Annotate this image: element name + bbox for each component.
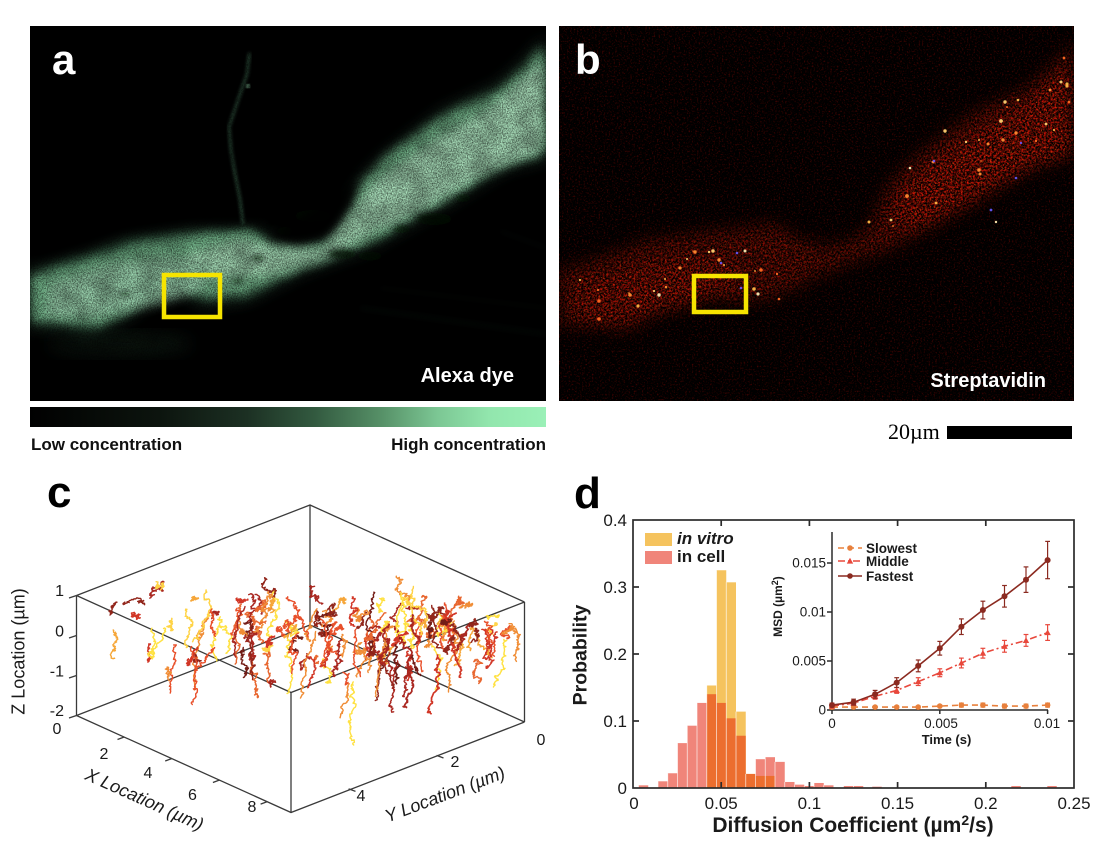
svg-text:0.25: 0.25 (1057, 794, 1090, 813)
svg-text:0.05: 0.05 (705, 794, 738, 813)
svg-text:in vitro: in vitro (677, 529, 734, 548)
svg-text:Z Location (µm): Z Location (µm) (9, 588, 29, 714)
svg-text:0.005: 0.005 (924, 716, 958, 731)
svg-text:MSD (µm2): MSD (µm2) (770, 576, 785, 637)
svg-text:6: 6 (188, 787, 197, 804)
svg-text:0: 0 (629, 794, 638, 813)
svg-text:Time (s): Time (s) (922, 732, 972, 747)
svg-text:Probability: Probability (570, 604, 592, 705)
svg-text:Diffusion Coefficient (µm2/s): Diffusion Coefficient (µm2/s) (712, 812, 993, 837)
svg-text:2: 2 (451, 754, 460, 771)
svg-text:0: 0 (55, 624, 64, 641)
svg-text:a: a (52, 36, 76, 83)
svg-text:0.2: 0.2 (603, 645, 627, 664)
svg-text:Streptavidin: Streptavidin (930, 370, 1046, 392)
svg-text:0.2: 0.2 (974, 794, 998, 813)
svg-text:-1: -1 (50, 664, 64, 681)
svg-text:in cell: in cell (677, 547, 725, 566)
svg-text:Middle: Middle (866, 554, 909, 569)
svg-text:Alexa dye: Alexa dye (421, 365, 514, 387)
svg-text:8: 8 (248, 799, 257, 816)
svg-text:c: c (47, 468, 71, 517)
svg-text:Slowest: Slowest (866, 541, 918, 556)
svg-text:2: 2 (100, 746, 109, 763)
svg-text:0.01: 0.01 (1034, 716, 1060, 731)
svg-text:0.005: 0.005 (792, 654, 826, 669)
svg-text:0.15: 0.15 (881, 794, 914, 813)
svg-text:0.1: 0.1 (798, 794, 822, 813)
svg-text:0: 0 (818, 703, 826, 718)
svg-text:0: 0 (618, 779, 627, 798)
svg-text:1: 1 (55, 583, 64, 600)
svg-text:0.4: 0.4 (603, 511, 627, 530)
svg-text:0: 0 (828, 716, 836, 731)
svg-text:Y Location (µm): Y Location (µm) (382, 762, 508, 826)
svg-text:b: b (575, 36, 601, 83)
svg-text:Fastest: Fastest (866, 569, 914, 584)
svg-text:d: d (574, 469, 601, 518)
svg-text:4: 4 (357, 788, 366, 805)
svg-text:0.015: 0.015 (792, 556, 826, 571)
svg-text:0.3: 0.3 (603, 578, 627, 597)
svg-text:4: 4 (144, 765, 153, 782)
svg-text:0.1: 0.1 (603, 712, 627, 731)
svg-text:-2: -2 (50, 703, 64, 720)
svg-text:0.01: 0.01 (800, 605, 826, 620)
svg-text:0: 0 (537, 732, 546, 749)
svg-text:0: 0 (53, 721, 62, 738)
